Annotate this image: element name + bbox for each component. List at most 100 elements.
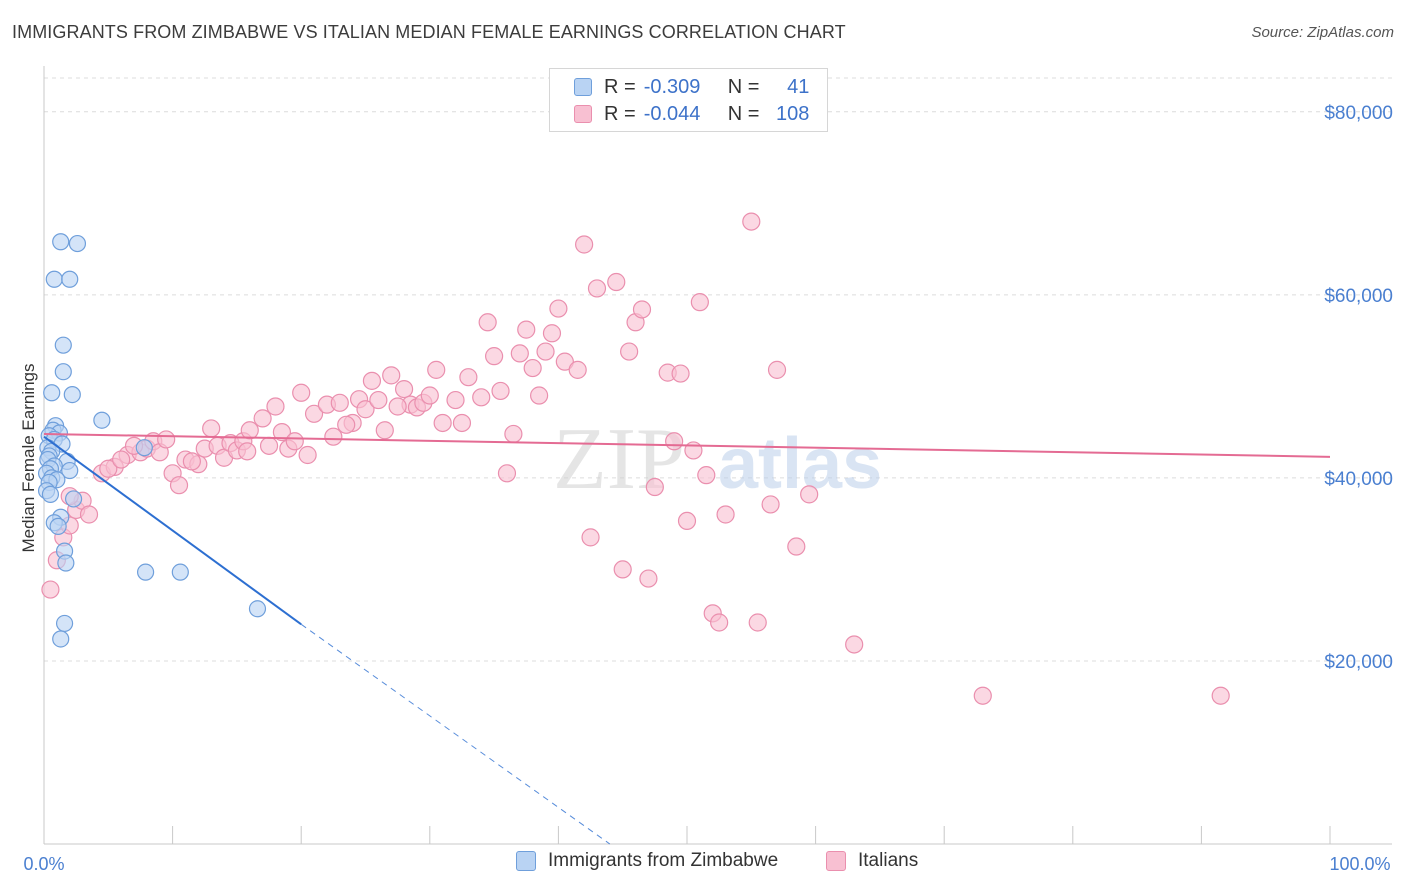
italians-point: [632, 300, 652, 319]
italians-point: [452, 413, 472, 433]
chart-title: IMMIGRANTS FROM ZIMBABWE VS ITALIAN MEDI…: [12, 22, 846, 42]
gridlines: [44, 77, 1392, 662]
zimbabwe-point: [45, 270, 63, 288]
italians-point: [761, 495, 780, 514]
italians-point: [238, 442, 257, 461]
stats-legend: R = -0.309 N = 41 R = -0.044 N = 108: [549, 68, 828, 132]
italians-point: [639, 569, 658, 588]
italians-point: [240, 421, 259, 440]
zimbabwe-point: [136, 563, 155, 581]
zimbabwe-point: [68, 234, 87, 253]
y-axis-label: Median Female Earnings: [19, 364, 38, 553]
zimbabwe-point: [63, 385, 81, 404]
italians-point: [79, 505, 99, 524]
legend-n-value: 108: [776, 102, 810, 125]
italians-point: [99, 459, 118, 478]
italians-point: [285, 432, 304, 451]
series-legend: Immigrants from Zimbabwe Italians: [0, 850, 1406, 880]
y-tick-labels: $20,000 $40,000 $60,000 $80,000: [1324, 103, 1393, 673]
italians-point: [536, 342, 555, 361]
italians-point: [1211, 686, 1230, 705]
italians-point: [542, 324, 562, 343]
italians-point: [491, 381, 510, 401]
italians-point: [716, 505, 735, 524]
italians-point: [472, 388, 491, 407]
zimbabwe-point: [61, 270, 79, 288]
italians-point: [568, 360, 587, 379]
italians-swatch: [574, 105, 592, 123]
italians-point: [157, 430, 176, 449]
italians-point: [388, 397, 407, 416]
italians-point: [446, 390, 465, 410]
legend-label-italians: Italians: [858, 850, 919, 871]
italians-point: [292, 383, 311, 402]
italians-point: [742, 212, 761, 231]
italians-point: [671, 364, 690, 383]
zimbabwe-point: [135, 439, 153, 457]
italians-point: [253, 409, 272, 428]
zimbabwe-point: [55, 614, 74, 633]
italians-point: [478, 313, 497, 332]
legend-r-label: R =: [604, 75, 636, 98]
italians-point: [375, 421, 394, 440]
zimbabwe-point: [52, 233, 70, 251]
zimbabwe-swatch: [574, 78, 592, 96]
legend-row-italians: R = -0.044 N = 108: [574, 101, 809, 127]
legend-item-italians: Italians: [826, 850, 918, 872]
italians-point: [845, 635, 864, 654]
italians-point: [202, 419, 221, 438]
trend-lines: [43, 432, 1331, 845]
legend-n-label: N =: [727, 102, 760, 125]
italians-point: [710, 613, 729, 632]
zimbabwe-point: [54, 336, 72, 354]
zimbabwe-point: [64, 490, 83, 508]
italians-point: [169, 476, 189, 495]
zimbabwe-trend-extension: [300, 623, 611, 845]
italians-point: [613, 560, 632, 579]
x-tick-labels: 0.0% 100.0%: [23, 854, 1390, 874]
italians-point: [369, 390, 388, 410]
y-tick-label: $80,000: [1324, 103, 1393, 124]
zimbabwe-point: [52, 630, 70, 648]
italians-point: [41, 580, 60, 599]
italians-point: [510, 344, 529, 363]
italians-point: [549, 299, 568, 318]
italians-point: [272, 423, 292, 442]
italians-point: [324, 427, 343, 446]
italians-point: [677, 511, 697, 531]
zimbabwe-point: [43, 384, 61, 402]
italians-point: [748, 613, 767, 632]
italians-point: [787, 537, 806, 556]
italians-point: [523, 358, 542, 378]
italians-point: [767, 360, 787, 379]
italians-point: [337, 415, 356, 434]
y-tick-label: $20,000: [1324, 652, 1393, 673]
legend-r-value: -0.044: [643, 102, 701, 125]
x-tick-label: 0.0%: [23, 854, 64, 874]
y-tick-label: $40,000: [1324, 469, 1393, 490]
zimbabwe-point: [41, 485, 60, 503]
legend-n-label: N =: [727, 75, 760, 98]
watermark-atlas: atlas: [718, 424, 882, 504]
italians-point: [182, 452, 201, 471]
italians-point: [356, 400, 375, 419]
y-tick-label: $60,000: [1324, 286, 1393, 307]
zimbabwe-point: [61, 461, 79, 480]
italians-point: [697, 466, 716, 485]
italians-point: [420, 386, 439, 405]
legend-n-value: 41: [787, 75, 810, 98]
italians-point: [620, 342, 639, 361]
italians-point: [259, 436, 279, 455]
italians-point: [362, 371, 382, 390]
italians-point: [607, 272, 626, 292]
legend-item-zimbabwe: Immigrants from Zimbabwe: [516, 850, 778, 872]
italians-point: [504, 424, 523, 444]
italians-point: [497, 464, 517, 483]
italians-point: [581, 528, 600, 547]
italians-point: [298, 445, 317, 465]
watermark-zip: ZIP: [553, 411, 685, 508]
zimbabwe-trend-line: [43, 435, 302, 626]
italians-point: [433, 413, 452, 433]
legend-label-zimbabwe: Immigrants from Zimbabwe: [548, 850, 779, 871]
zimbabwe-point: [49, 517, 67, 535]
